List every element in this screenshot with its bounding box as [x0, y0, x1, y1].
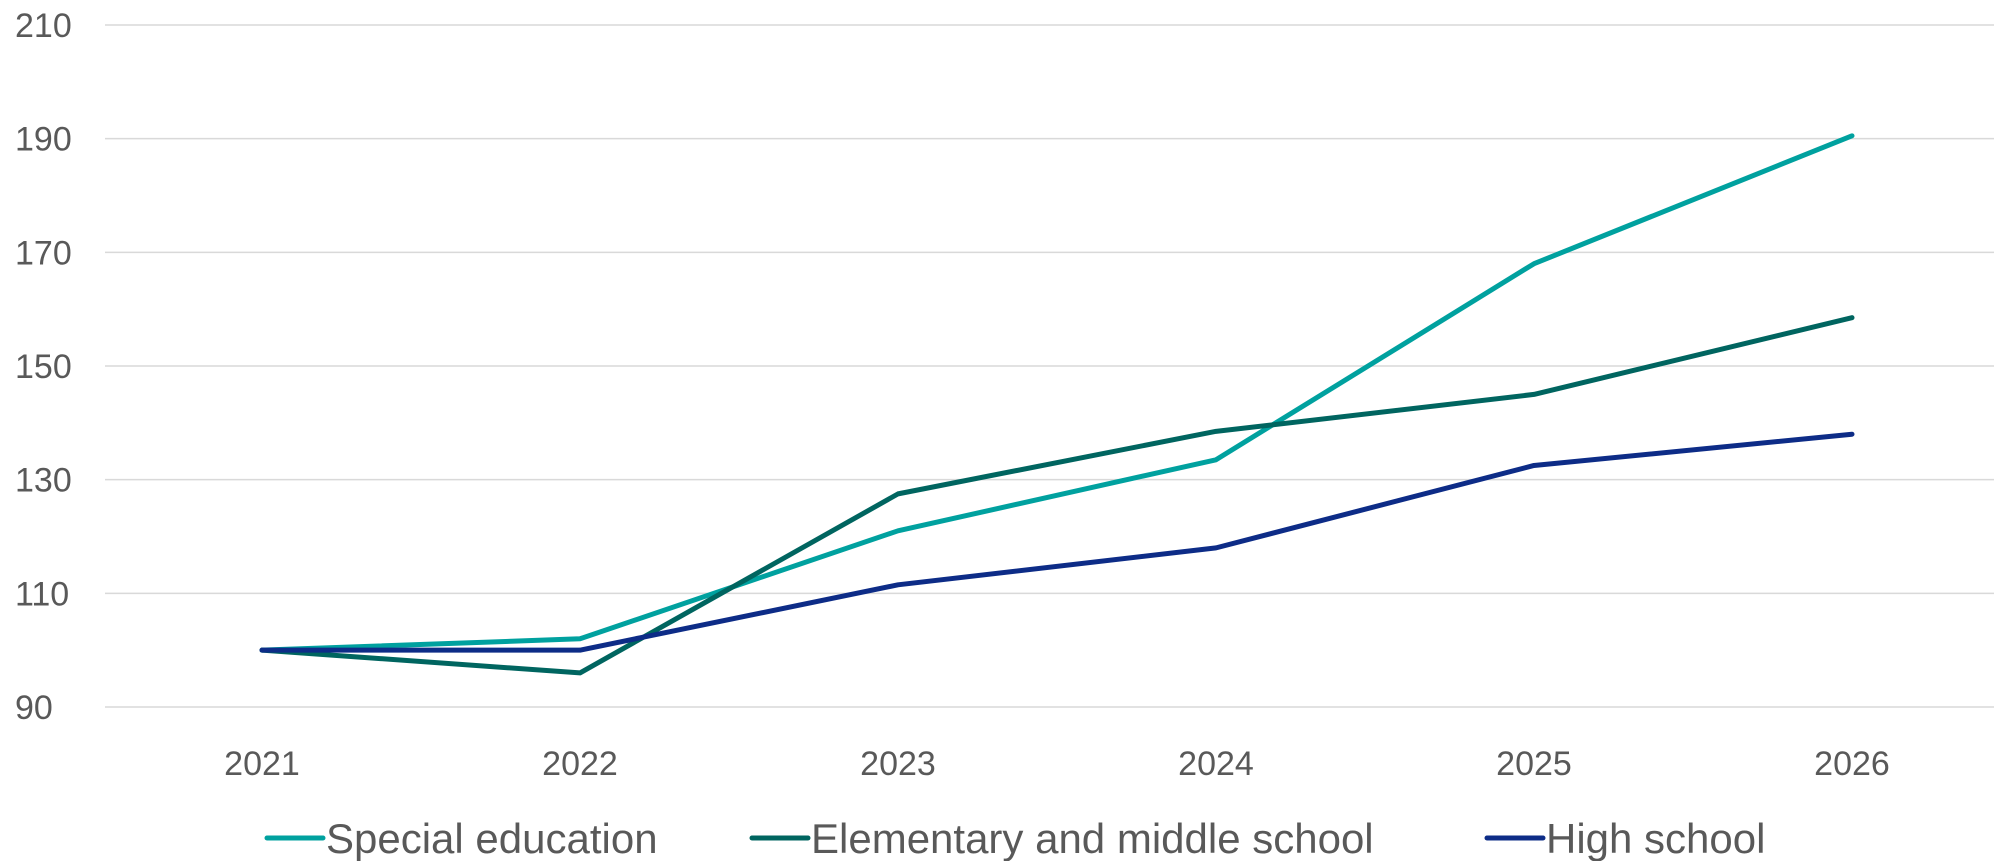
- x-tick-label: 2021: [224, 745, 300, 783]
- series-line-elementary-and-middle-school: [259, 315, 1855, 676]
- legend: Special education Elementary and middle s…: [264, 815, 1765, 861]
- series-line-special-education: [259, 133, 1855, 653]
- x-tick-label: 2022: [542, 745, 618, 783]
- gridlines: [105, 24, 1994, 708]
- y-tick-label: 110: [15, 575, 69, 613]
- y-axis-tick-labels: 90 110 130 150 170 190 210: [15, 7, 72, 727]
- x-tick-label: 2026: [1814, 745, 1890, 783]
- x-tick-label: 2023: [860, 745, 936, 783]
- x-tick-label: 2024: [1178, 745, 1254, 783]
- series-line-high-school: [259, 431, 1855, 653]
- y-tick-label: 170: [15, 234, 72, 272]
- x-axis-tick-labels: 2021 2022 2023 2024 2025 2026: [224, 745, 1890, 783]
- legend-label: High school: [1546, 815, 1765, 861]
- y-tick-label: 210: [15, 7, 72, 45]
- legend-label: Special education: [326, 815, 658, 861]
- y-tick-label: 130: [15, 462, 72, 500]
- legend-label: Elementary and middle school: [811, 815, 1374, 861]
- y-tick-label: 90: [15, 689, 53, 727]
- y-tick-label: 190: [15, 121, 72, 159]
- series-lines: [259, 133, 1855, 676]
- x-tick-label: 2025: [1496, 745, 1572, 783]
- y-tick-label: 150: [15, 348, 72, 386]
